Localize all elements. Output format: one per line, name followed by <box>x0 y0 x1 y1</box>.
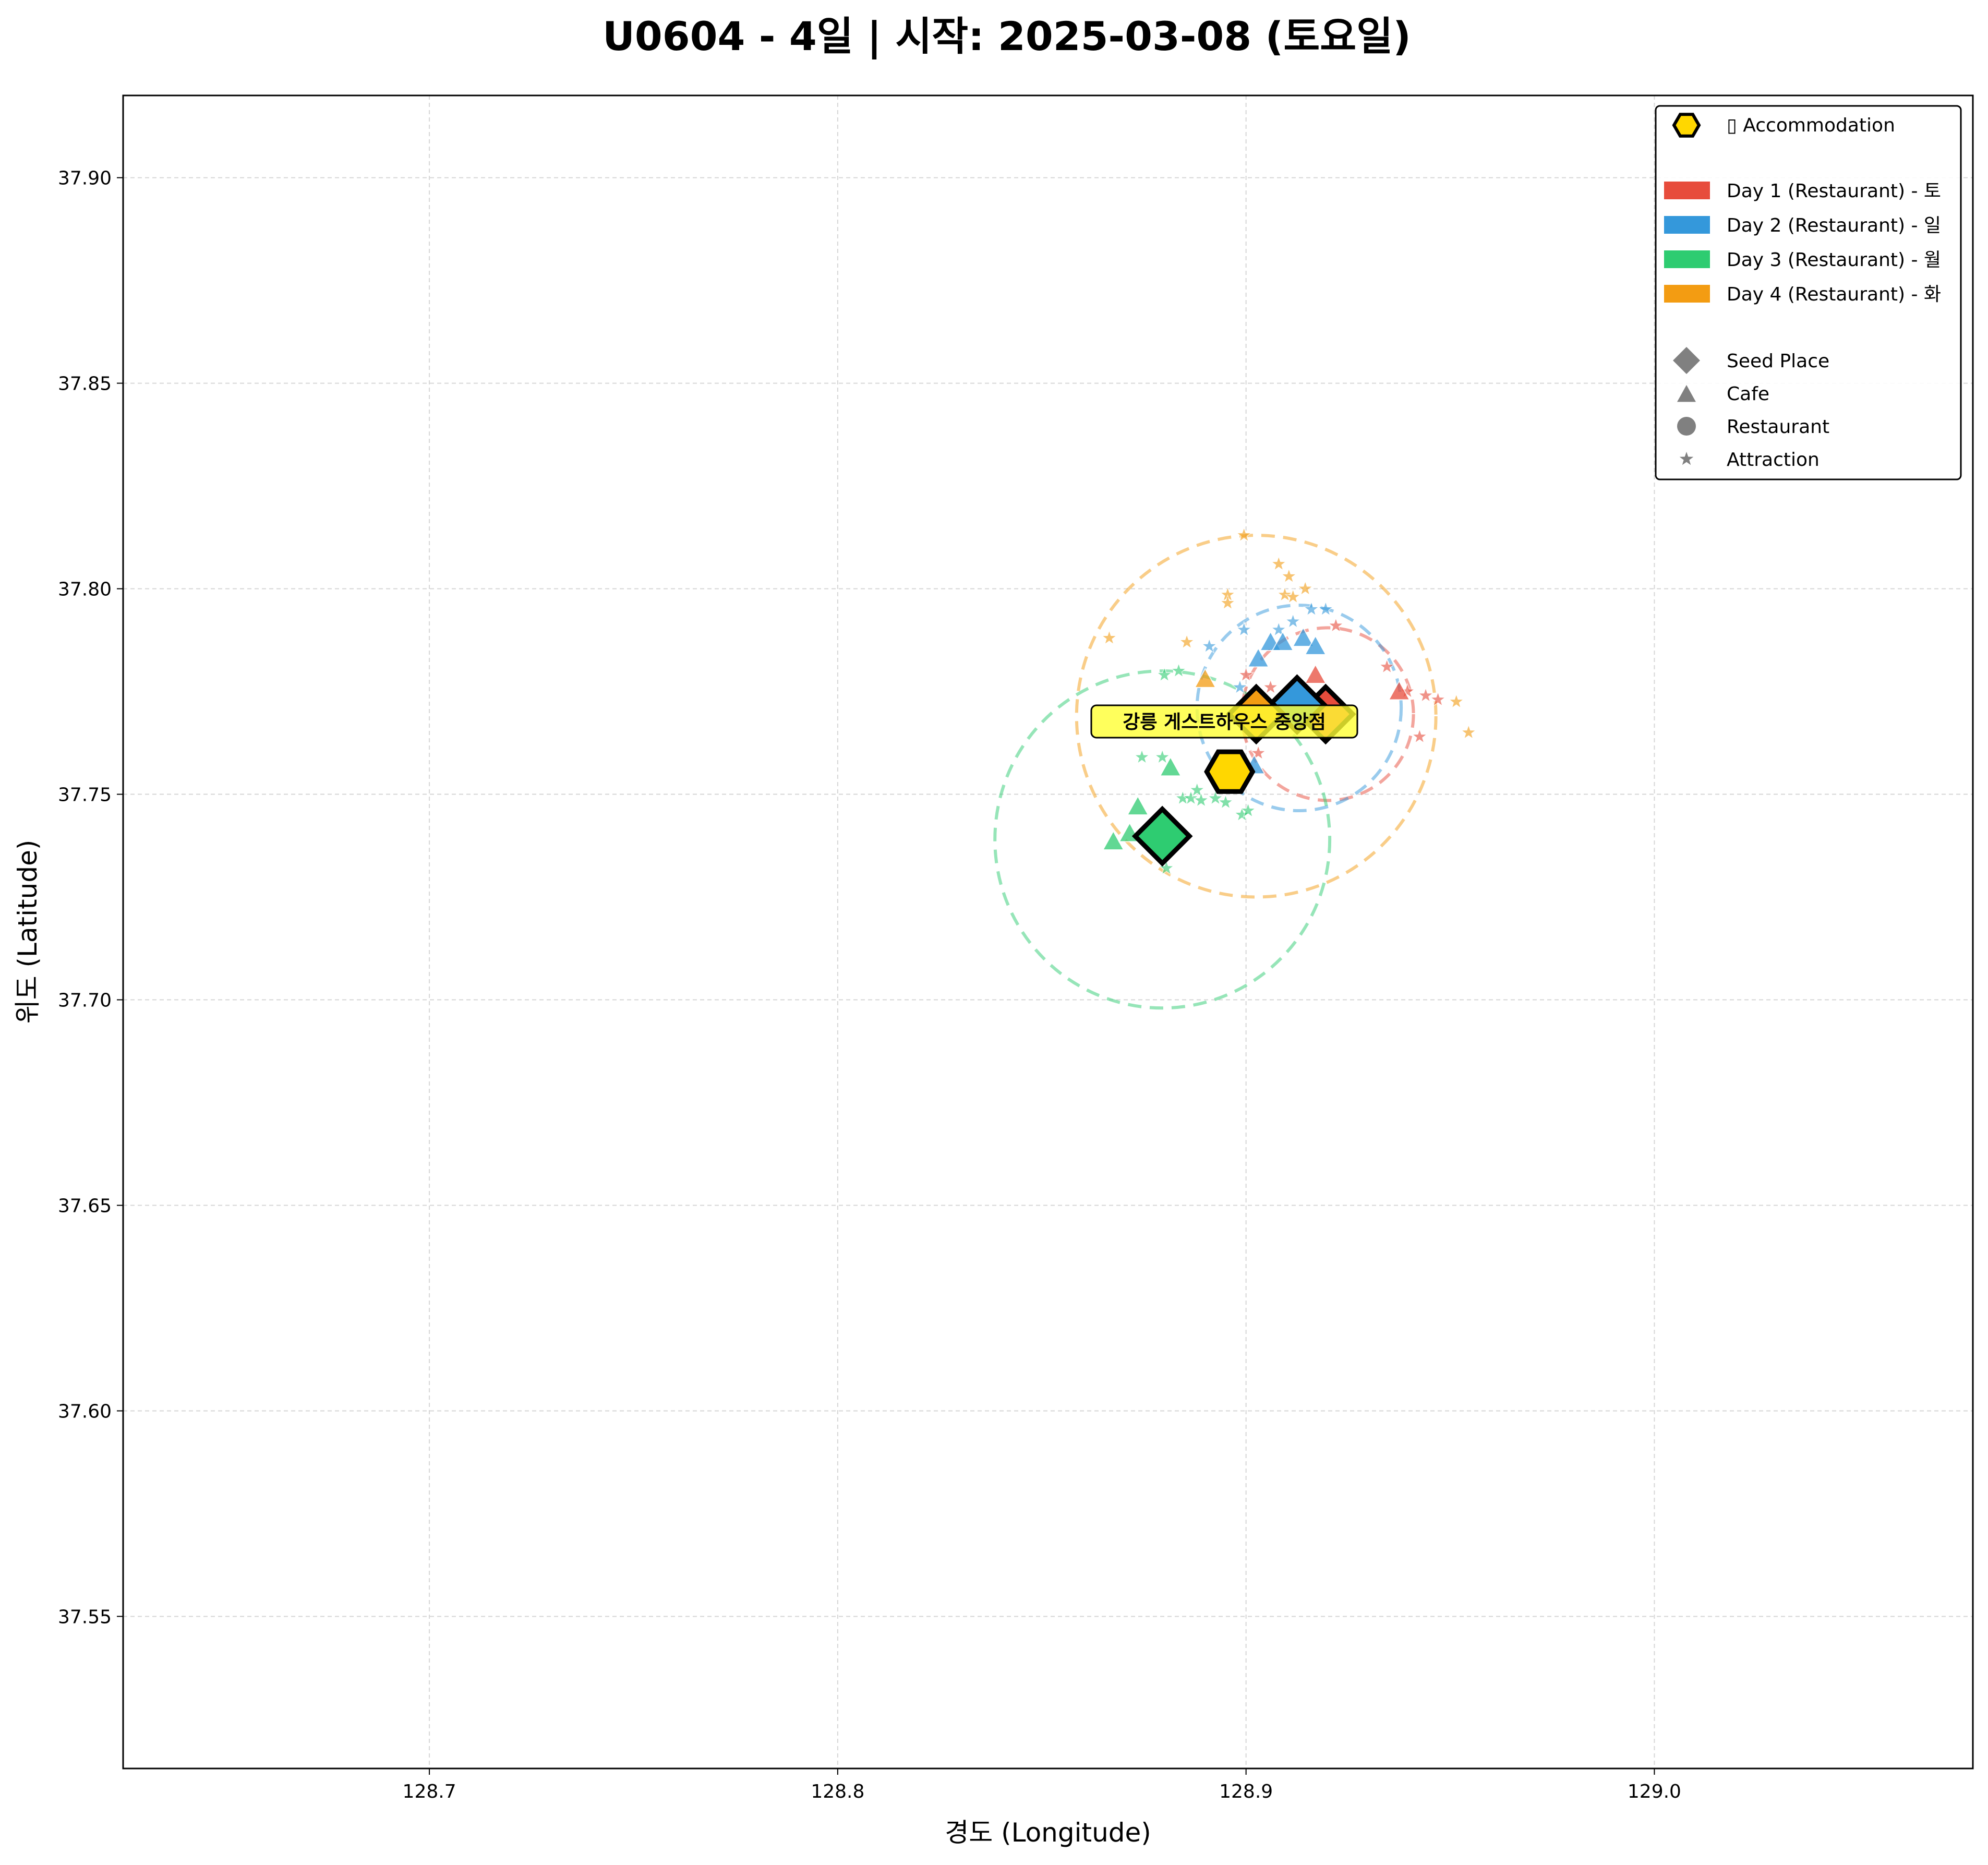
legend-day-4-label: Day 4 (Restaurant) - 화 <box>1727 284 1941 305</box>
y-tick-label: 37.80 <box>58 579 112 600</box>
y-tick-label: 37.85 <box>58 374 112 395</box>
accommodation-label-box <box>1090 704 1358 739</box>
day-3-attraction-marker <box>1158 859 1175 876</box>
accommodation-label: 강릉 게스트하우스 중앙점 <box>1123 712 1326 733</box>
day-4-attraction-marker <box>1296 580 1314 596</box>
day-2-attraction-marker <box>1235 621 1253 637</box>
day-2-radius-circle <box>1195 604 1403 813</box>
day-1-attraction-marker <box>1429 691 1447 707</box>
legend-day-3-swatch <box>1664 250 1710 268</box>
day-2-cafe-marker <box>1247 647 1270 668</box>
y-tick-label: 37.90 <box>58 168 112 189</box>
day-1-attraction-marker <box>1249 744 1267 761</box>
x-ticks: 128.7 128.8 128.9 129.0 <box>403 1768 1681 1802</box>
legend-type-label: Cafe <box>1727 383 1769 405</box>
x-tick-label: 129.0 <box>1628 1781 1681 1802</box>
y-tick-label: 37.65 <box>58 1195 112 1217</box>
legend-day-2-label: Day 2 (Restaurant) - 일 <box>1727 215 1941 236</box>
y-ticks: 37.55 37.60 37.65 37.70 37.75 37.80 37.85 37.90 <box>58 168 123 1628</box>
legend-type-label: Attraction <box>1727 449 1820 471</box>
day-2-attraction-marker <box>1317 600 1334 617</box>
day-4-attraction-marker <box>1235 526 1253 543</box>
legend: ▯ Accommodation Day 1 (Restaurant) - 토 Day… <box>1655 105 1962 480</box>
legend-type-label: Restaurant <box>1727 416 1829 438</box>
day-3-cafe-marker <box>1159 756 1182 777</box>
legend-frame <box>1655 105 1962 480</box>
plot-frame <box>122 94 1974 1770</box>
y-axis-label: 위도 (Latitude) <box>13 840 43 1024</box>
day-3-attraction-marker <box>1153 748 1171 765</box>
day-2-attraction-marker <box>1284 612 1302 629</box>
legend-seed-marker <box>1673 347 1700 374</box>
day-1-attraction-marker <box>1378 658 1396 675</box>
y-tick-label: 37.70 <box>58 990 112 1012</box>
x-tick-label: 128.8 <box>811 1781 864 1802</box>
legend-cafe-marker <box>1677 385 1696 402</box>
day-2-cafe-marker <box>1304 634 1327 655</box>
day-3-attraction-marker <box>1192 791 1210 808</box>
day-4-attraction-marker <box>1448 692 1465 709</box>
legend-accommodation-label: ▯ Accommodation <box>1727 115 1895 136</box>
day-3-cafe-marker <box>1102 830 1125 851</box>
day-2-cafe-marker <box>1292 627 1315 647</box>
day-1-attraction-marker <box>1262 678 1280 695</box>
x-tick-label: 128.7 <box>403 1781 456 1802</box>
day-3-attraction-marker <box>1188 781 1206 798</box>
legend-day-4-swatch <box>1664 285 1710 303</box>
attraction-markers <box>1101 526 1477 876</box>
y-tick-label: 37.55 <box>58 1606 112 1628</box>
day-2-attraction-marker <box>1270 621 1287 637</box>
legend-day-2-swatch <box>1664 216 1710 234</box>
legend-attraction-marker <box>1679 452 1694 465</box>
day-3-cafe-marker <box>1126 795 1149 816</box>
day-4-attraction-marker <box>1284 588 1302 605</box>
x-tick-label: 128.9 <box>1219 1781 1273 1802</box>
day-1-attraction-marker <box>1327 617 1345 633</box>
chart-title: U0604 - 4일 | 시작: 2025-03-08 (토요일) <box>603 13 1411 60</box>
day-3-radius-circle <box>993 669 1332 1010</box>
day-3-attraction-marker <box>1207 789 1224 806</box>
day-4-cafe-marker <box>1194 667 1217 688</box>
day-3-attraction-marker <box>1239 801 1257 819</box>
day-2-attraction-marker <box>1200 637 1218 654</box>
day-4-attraction-marker <box>1178 633 1196 649</box>
day-3-attraction-marker <box>1217 793 1234 810</box>
accommodation-group: 강릉 게스트하우스 중앙점 <box>1090 704 1358 794</box>
day-3-attraction-marker <box>1133 748 1151 765</box>
day-1-attraction-marker <box>1411 727 1428 744</box>
y-tick-label: 37.75 <box>58 785 112 806</box>
legend-accommodation-marker <box>1672 113 1701 138</box>
x-axis-label: 경도 (Longitude) <box>945 1818 1151 1848</box>
day-1-attraction-marker <box>1237 666 1255 683</box>
legend-restaurant-marker <box>1677 417 1696 436</box>
day-4-attraction-marker <box>1460 724 1477 740</box>
day-3-attraction-marker <box>1155 666 1173 683</box>
legend-day-1-swatch <box>1664 182 1710 199</box>
day-1-cafe-marker <box>1388 680 1411 701</box>
day-2-attraction-marker <box>1231 678 1249 695</box>
legend-type-label: Seed Place <box>1727 351 1829 372</box>
day-4-attraction-marker <box>1101 629 1118 646</box>
day-4-attraction-marker <box>1280 567 1298 584</box>
day-3-attraction-marker <box>1170 661 1187 679</box>
day-1-attraction-marker <box>1417 687 1435 703</box>
day-3-attraction-marker <box>1182 789 1200 806</box>
accommodation-marker <box>1204 749 1256 794</box>
y-tick-label: 37.60 <box>58 1401 112 1422</box>
day-1-cafe-marker <box>1304 663 1327 684</box>
day-4-attraction-marker <box>1270 555 1287 572</box>
legend-day-3-label: Day 3 (Restaurant) - 월 <box>1727 249 1941 271</box>
day-4-attraction-marker <box>1276 586 1294 603</box>
legend-day-1-label: Day 1 (Restaurant) - 토 <box>1727 181 1941 202</box>
day-4-attraction-marker <box>1219 594 1236 611</box>
day-3-seed-marker <box>1131 805 1193 867</box>
day-2-cafe-marker <box>1271 630 1294 651</box>
day-2-attraction-marker <box>1303 600 1320 617</box>
